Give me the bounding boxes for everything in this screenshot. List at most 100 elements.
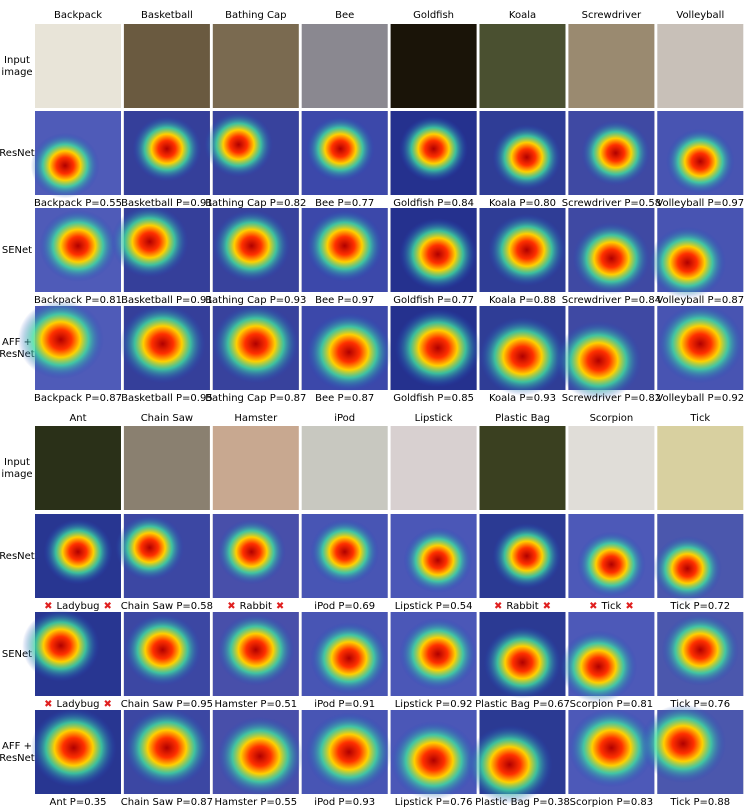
class-name: Ant	[69, 413, 86, 424]
caption: Volleyball P=0.87	[656, 295, 744, 306]
class-name: Lipstick	[415, 413, 453, 424]
image	[479, 24, 566, 108]
wrong-marker: ✖	[44, 601, 52, 612]
row-label: ResNet	[0, 551, 35, 562]
caption: Basketball P=0.91	[121, 198, 213, 209]
caption-text: Rabbit	[240, 601, 272, 612]
caption: Goldfish P=0.77	[393, 295, 474, 306]
heatmap-blob	[555, 321, 642, 401]
image	[390, 426, 477, 510]
caption: Goldfish P=0.84	[393, 198, 474, 209]
caption: Tick P=0.72	[669, 601, 730, 612]
row-label: SENet	[2, 649, 32, 660]
heatmap-blob	[466, 725, 553, 805]
caption: Backpack P=0.55	[34, 198, 122, 209]
heatmap-blob	[399, 617, 477, 691]
heatmap-blob	[640, 704, 727, 784]
heatmap-blob	[492, 124, 562, 190]
caption: Lipstick P=0.92	[395, 699, 473, 710]
class-name: Hamster	[234, 413, 278, 424]
image	[123, 24, 210, 108]
caption: Goldfish P=0.85	[393, 393, 474, 404]
caption: ✖ Tick ✖	[589, 601, 634, 612]
caption: Basketball P=0.95	[121, 393, 213, 404]
caption: Screwdriver P=0.58	[562, 198, 661, 209]
heatmap-blob	[665, 128, 735, 195]
caption: Scorpion P=0.83	[570, 797, 654, 808]
caption: Tick P=0.76	[669, 699, 730, 710]
wrong-marker: ✖	[494, 601, 502, 612]
heatmap-blob	[399, 116, 468, 182]
wrong-marker: ✖	[589, 601, 597, 612]
caption: ✖ Rabbit ✖	[227, 601, 284, 612]
caption: ✖ Ladybug ✖	[44, 601, 112, 612]
heatmap-blob	[119, 304, 206, 384]
caption: Hamster P=0.55	[214, 797, 297, 808]
heatmap-blob	[568, 708, 655, 788]
class-name: Backpack	[54, 10, 102, 21]
row-label: ResNet	[0, 753, 35, 764]
caption: Bathing Cap P=0.82	[205, 198, 306, 209]
class-name: Bathing Cap	[225, 10, 286, 21]
heatmap-blob	[488, 213, 566, 287]
caption: Screwdriver P=0.82	[562, 393, 661, 404]
heatmap-blob	[394, 308, 481, 388]
image	[123, 426, 210, 510]
image	[212, 24, 299, 108]
heatmap-blob	[306, 209, 384, 282]
heatmap-blob	[204, 111, 273, 178]
heatmap-blob	[648, 226, 727, 299]
class-name: Basketball	[141, 10, 193, 21]
caption: Plastic Bag P=0.38	[475, 797, 570, 808]
caption: Lipstick P=0.76	[395, 797, 473, 808]
caption: iPod P=0.69	[314, 601, 375, 612]
image	[568, 24, 655, 108]
image	[35, 426, 121, 510]
row-label: image	[1, 67, 32, 78]
row-label: AFF +	[2, 741, 32, 752]
heatmap-blob	[653, 535, 722, 602]
caption: ✖ Ladybug ✖	[44, 699, 112, 710]
class-name: Plastic Bag	[495, 413, 550, 424]
class-name: Bee	[335, 10, 354, 21]
wrong-marker: ✖	[276, 601, 284, 612]
heatmap-blob	[217, 716, 304, 796]
caption: Bee P=0.77	[315, 198, 374, 209]
caption: Tick P=0.88	[669, 797, 730, 808]
class-name: Volleyball	[676, 10, 724, 21]
caption: Bathing Cap P=0.87	[205, 393, 306, 404]
heatmap-blob	[306, 712, 392, 792]
class-name: Tick	[689, 413, 710, 424]
heatmap-blob	[123, 708, 210, 788]
caption: Koala P=0.88	[489, 295, 556, 306]
caption: Bathing Cap P=0.93	[205, 295, 306, 306]
heatmap-blob	[212, 209, 291, 282]
image	[479, 426, 566, 510]
wrong-marker: ✖	[543, 601, 551, 612]
heatmap-blob	[39, 209, 117, 282]
row-label: Input	[4, 457, 30, 468]
caption: Bee P=0.87	[315, 393, 374, 404]
caption: Volleyball P=0.92	[656, 393, 744, 404]
class-name: Goldfish	[413, 10, 454, 21]
class-name: Screwdriver	[582, 10, 642, 21]
caption: Bee P=0.97	[315, 295, 374, 306]
caption: Koala P=0.93	[489, 393, 556, 404]
image	[301, 24, 388, 108]
caption: Hamster P=0.51	[214, 699, 297, 710]
caption: iPod P=0.91	[314, 699, 375, 710]
row-label: Input	[4, 55, 30, 66]
heatmap-blob	[479, 316, 566, 396]
row-label: SENet	[2, 245, 32, 256]
caption-text: Tick	[600, 601, 621, 612]
heatmap-blob	[17, 300, 104, 380]
row-label: AFF +	[2, 337, 32, 348]
heatmap-blob	[572, 222, 651, 295]
caption: Backpack P=0.81	[34, 295, 122, 306]
caption: iPod P=0.93	[314, 797, 375, 808]
image	[212, 426, 299, 510]
heatmap-blob	[306, 116, 375, 182]
caption-text: Ladybug	[57, 699, 100, 710]
row-label: ResNet	[0, 349, 35, 360]
heatmap-blob	[581, 120, 651, 186]
